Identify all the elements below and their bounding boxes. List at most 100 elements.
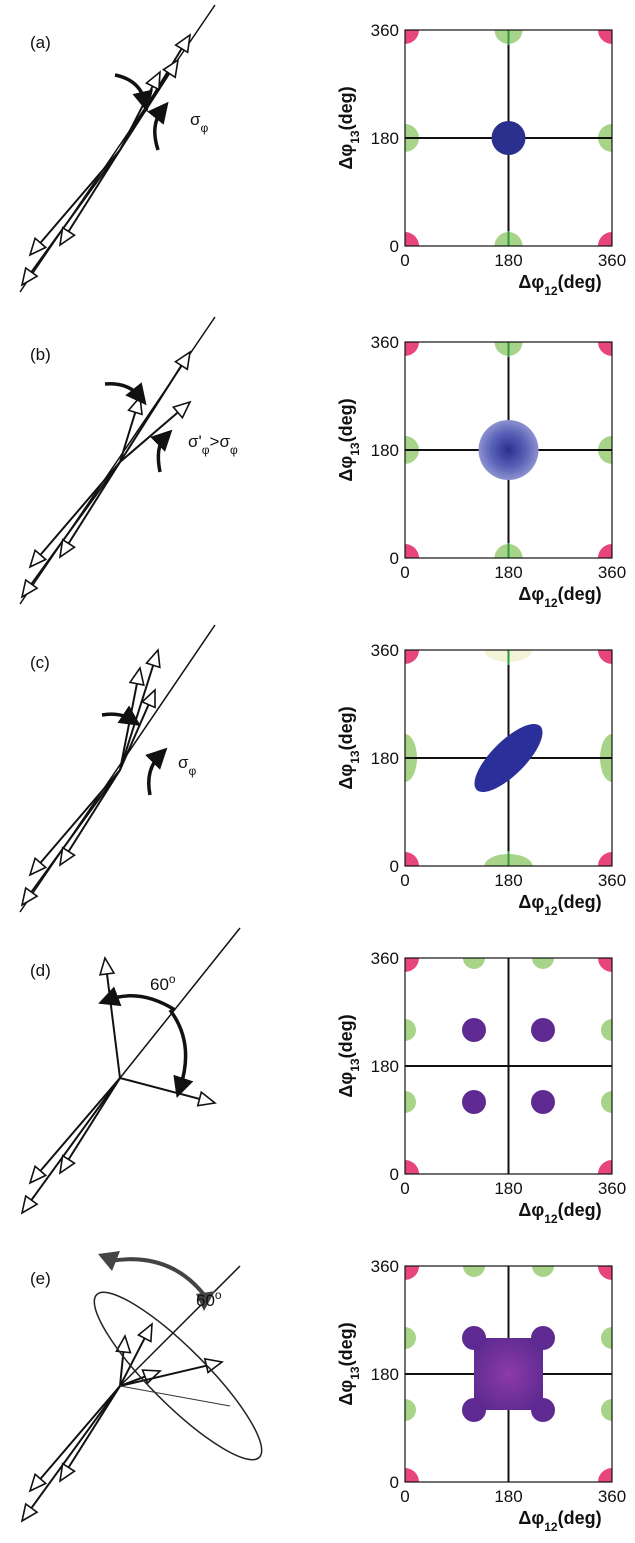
arrow-head xyxy=(130,668,144,685)
arrow-shaft xyxy=(120,86,153,150)
arrow-shaft xyxy=(107,974,120,1078)
panel: (a)σφ00180180360360Δφ12(deg)Δφ13(deg) xyxy=(20,5,626,298)
arrow-head xyxy=(176,352,190,369)
y-tick-label: 360 xyxy=(371,641,399,660)
map xyxy=(391,636,626,880)
text-part: (deg) xyxy=(558,1200,602,1220)
x-tick-label: 360 xyxy=(598,871,626,890)
x-tick-label: 180 xyxy=(494,251,522,270)
text-part: (deg) xyxy=(336,1322,356,1366)
text-part: (deg) xyxy=(558,1508,602,1528)
panel: (b)σ'φ>σφ00180180360360Δφ12(deg)Δφ13(deg… xyxy=(20,317,626,610)
text-part: 13 xyxy=(348,130,362,144)
x-tick-label: 360 xyxy=(598,563,626,582)
annotation: σφ xyxy=(190,110,209,135)
x-tick-label: 360 xyxy=(598,1179,626,1198)
panel-label: (e) xyxy=(30,1269,51,1288)
arrow-head xyxy=(138,1324,152,1341)
text-part: 13 xyxy=(348,1058,362,1072)
panel-label: (c) xyxy=(30,653,50,672)
map xyxy=(391,328,626,572)
arrow-shaft xyxy=(40,1386,120,1479)
arrow-shaft xyxy=(120,412,178,462)
y-axis-label: Δφ13(deg) xyxy=(336,706,362,789)
text-part: o xyxy=(215,1288,222,1302)
text-part: Δφ xyxy=(336,456,356,482)
annotation: 60o xyxy=(150,972,176,994)
text-part: φ xyxy=(189,764,197,778)
y-tick-label: 0 xyxy=(390,549,399,568)
arrow-shaft xyxy=(69,150,120,231)
blob xyxy=(531,1018,555,1042)
panel-label: (a) xyxy=(30,33,51,52)
arrow-head xyxy=(22,1504,37,1521)
x-tick-label: 0 xyxy=(400,871,409,890)
cone-edge xyxy=(120,1386,230,1406)
arrow-head xyxy=(146,72,160,89)
text-part: Δφ xyxy=(336,764,356,790)
text-part: 13 xyxy=(348,750,362,764)
text-part: 12 xyxy=(544,596,558,610)
arrow-shaft xyxy=(69,462,120,543)
x-tick-label: 180 xyxy=(494,871,522,890)
blob xyxy=(492,121,526,155)
arrow-head xyxy=(60,228,74,245)
text-part: (deg) xyxy=(336,1014,356,1058)
y-tick-label: 360 xyxy=(371,1257,399,1276)
annotation: σ'φ>σφ xyxy=(188,432,238,457)
arrow-shaft xyxy=(40,770,120,863)
x-tick-label: 180 xyxy=(494,563,522,582)
arrow-head xyxy=(129,397,142,414)
y-axis-label: Δφ13(deg) xyxy=(336,398,362,481)
text-part: o xyxy=(169,972,176,986)
text-part: σ' xyxy=(188,432,202,451)
blob xyxy=(462,1090,486,1114)
curved-arrow xyxy=(102,714,132,720)
blob xyxy=(462,1398,486,1422)
curved-arrow xyxy=(149,755,160,795)
x-tick-label: 0 xyxy=(400,1179,409,1198)
y-tick-label: 180 xyxy=(371,441,399,460)
panel-label: (b) xyxy=(30,345,51,364)
x-axis-label: Δφ12(deg) xyxy=(518,584,601,610)
blob xyxy=(531,1398,555,1422)
blob xyxy=(474,1338,543,1410)
text-part: Δφ xyxy=(518,892,544,912)
text-part: >σ xyxy=(210,432,231,451)
y-tick-label: 0 xyxy=(390,237,399,256)
arrow-shaft xyxy=(31,1078,120,1200)
y-tick-label: 360 xyxy=(371,949,399,968)
blob xyxy=(462,1326,486,1350)
annotation: σφ xyxy=(178,753,197,778)
arrow-shaft xyxy=(120,1078,200,1099)
text-part: 12 xyxy=(544,284,558,298)
x-tick-label: 0 xyxy=(400,251,409,270)
curved-arrow xyxy=(108,996,175,1010)
blob xyxy=(531,1326,555,1350)
x-axis-label: Δφ12(deg) xyxy=(518,1508,601,1534)
arrow-shaft xyxy=(31,150,120,272)
y-tick-label: 0 xyxy=(390,1165,399,1184)
text-part: Δφ xyxy=(518,584,544,604)
blob xyxy=(462,1018,486,1042)
y-axis-label: Δφ13(deg) xyxy=(336,1322,362,1405)
arrow-shaft xyxy=(40,462,120,555)
y-tick-label: 180 xyxy=(371,1365,399,1384)
arrow-shaft xyxy=(31,462,120,584)
x-tick-label: 360 xyxy=(598,1487,626,1506)
text-part: (deg) xyxy=(336,706,356,750)
curved-arrow xyxy=(158,437,165,472)
panel-label: (d) xyxy=(30,961,51,980)
text-part: σ xyxy=(178,753,189,772)
x-axis-label: Δφ12(deg) xyxy=(518,892,601,918)
text-part: 12 xyxy=(544,1212,558,1226)
x-tick-label: 180 xyxy=(494,1487,522,1506)
text-part: (deg) xyxy=(558,584,602,604)
text-part: Δφ xyxy=(336,1380,356,1406)
text-part: (deg) xyxy=(558,272,602,292)
curved-arrow xyxy=(170,1010,186,1088)
arrow-shaft xyxy=(40,1078,120,1171)
arrow-shaft xyxy=(69,1078,120,1159)
